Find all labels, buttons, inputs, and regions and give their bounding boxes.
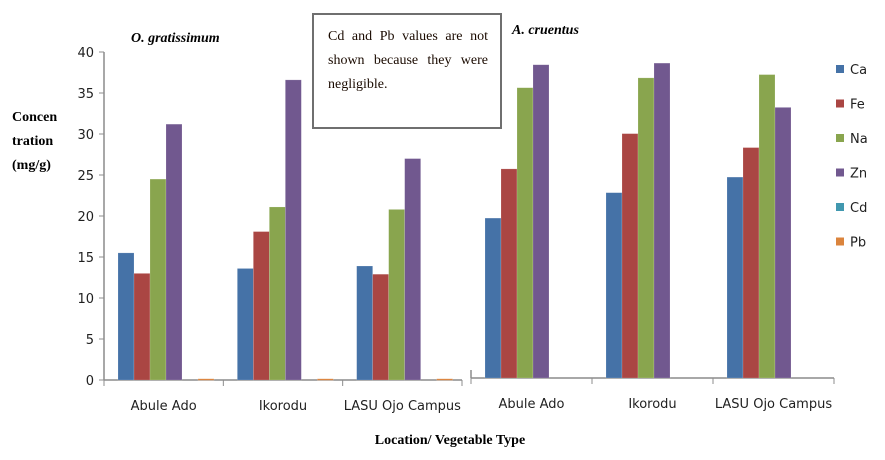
bar-na [637, 77, 655, 379]
bar-fe [372, 273, 389, 381]
y-axis-title-line: (mg/g) [12, 158, 51, 173]
legend-swatch-na [836, 134, 844, 142]
bar-ca [117, 252, 135, 381]
y-axis-title-line: tration [12, 134, 54, 149]
legend-label-zn: Zn [850, 167, 867, 182]
bars [117, 62, 792, 381]
y-axis-title: Concen tration (mg/g) [12, 106, 72, 178]
legend-swatch-pb [836, 237, 844, 246]
category-label: LASU Ojo Campus [344, 399, 461, 414]
bar-fe [500, 168, 518, 379]
bar-pb [317, 378, 334, 381]
bar-na [149, 178, 167, 381]
bar-zn [532, 64, 550, 379]
bar-ca [484, 217, 502, 379]
y-tick-label: 15 [77, 251, 94, 266]
category-label: Abule Ado [499, 397, 565, 412]
legend-swatch-zn [836, 168, 844, 177]
bar-zn [404, 158, 421, 381]
y-tick-label: 5 [86, 333, 94, 348]
bar-ca [237, 268, 254, 381]
bar-fe [133, 273, 151, 381]
panel-title-a-cruentus: A. cruentus [511, 23, 579, 38]
y-tick-label: 10 [77, 292, 94, 307]
y-tick-labels: 0 5 10 15 20 25 30 35 40 [77, 46, 94, 389]
legend-label-fe: Fe [850, 98, 865, 113]
legend: Ca Fe Na Zn Cd Pb [836, 63, 868, 251]
bar-na [516, 87, 534, 379]
bar-zn [653, 62, 671, 379]
bar-zn [774, 107, 792, 379]
legend-swatch-cd [836, 203, 844, 211]
bar-fe [253, 231, 270, 381]
category-label: Ikorodu [259, 399, 307, 414]
y-tick-label: 35 [77, 87, 94, 102]
category-labels: Abule Ado Ikorodu LASU Ojo Campus Abule Ado… [131, 397, 833, 414]
panel-title-o-gratissimum: O. gratissimum [131, 31, 220, 46]
y-tick-label: 30 [77, 128, 94, 143]
x-axis-title: Location/ Vegetable Type [375, 433, 525, 448]
category-label: Ikorodu [628, 397, 676, 412]
bar-na [269, 206, 286, 381]
legend-label-na: Na [850, 132, 868, 147]
bar-zn [165, 123, 183, 381]
bar-na [388, 209, 405, 381]
bar-ca [726, 176, 744, 379]
bar-pb [197, 378, 215, 381]
category-label: LASU Ojo Campus [715, 397, 832, 412]
legend-swatch-ca [836, 65, 844, 73]
bar-fe [621, 133, 639, 379]
bar-ca [605, 192, 623, 379]
y-tick-label: 20 [77, 210, 94, 225]
legend-swatch-fe [836, 99, 844, 108]
legend-label-ca: Ca [850, 63, 867, 78]
legend-label-cd: Cd [850, 201, 867, 216]
annotation-box: Cd and Pb values are not shown because t… [312, 13, 502, 129]
category-label: Abule Ado [131, 399, 197, 414]
y-tick-label: 25 [77, 169, 94, 184]
y-tick-label: 40 [77, 46, 94, 61]
bar-ca [356, 265, 373, 381]
bar-zn [285, 79, 302, 381]
bar-na [758, 74, 776, 379]
bar-pb [436, 378, 453, 381]
bar-fe [742, 147, 760, 379]
y-tick-label: 0 [86, 374, 94, 389]
y-axis-title-line: Concen [12, 110, 58, 125]
legend-label-pb: Pb [850, 236, 866, 251]
annotation-text: Cd and Pb values are not shown because t… [328, 29, 488, 92]
